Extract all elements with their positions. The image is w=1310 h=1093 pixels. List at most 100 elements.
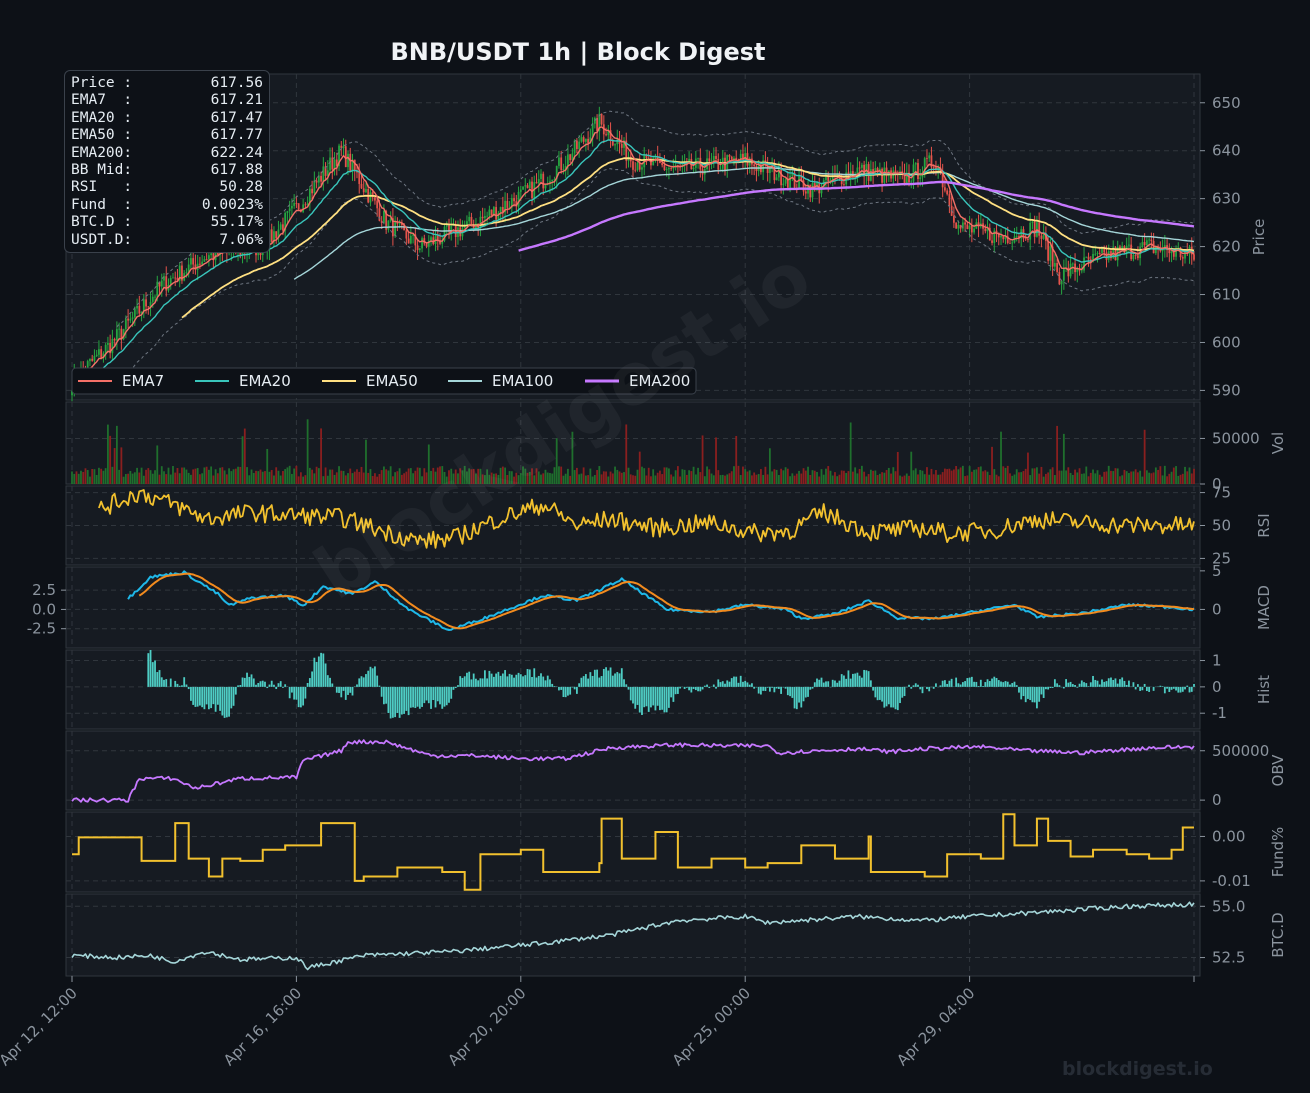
hist-bar — [620, 668, 623, 687]
y-tick-label: -0.01 — [1212, 872, 1251, 890]
volume-bar — [935, 470, 937, 484]
volume-bar — [252, 472, 255, 484]
volume-bar — [867, 474, 870, 484]
volume-bar — [457, 473, 459, 484]
hist-bar — [869, 680, 872, 687]
candle-body — [562, 169, 565, 171]
hist-bar — [865, 670, 868, 687]
volume-bar — [699, 472, 702, 484]
hist-bar — [342, 686, 345, 691]
candle-body — [816, 182, 818, 187]
hist-bar — [755, 686, 758, 688]
candle-body — [436, 235, 439, 241]
volume-bar — [326, 475, 329, 484]
hist-bar — [1121, 677, 1124, 687]
hist-bar — [329, 677, 331, 687]
hist-bar — [816, 678, 818, 687]
candle-body — [1145, 240, 1148, 246]
volume-bar — [237, 466, 239, 484]
volume-bar — [472, 468, 475, 484]
candle-body — [822, 180, 825, 189]
candle-body — [490, 209, 493, 216]
hist-bar — [187, 686, 190, 690]
volume-bar — [793, 475, 796, 484]
volume-bar — [784, 467, 787, 484]
hist-bar — [961, 682, 964, 687]
candle-body — [663, 165, 666, 170]
volume-bar — [571, 431, 574, 484]
volume-bar — [261, 471, 264, 484]
candle-body — [827, 174, 830, 182]
hist-bar — [1074, 685, 1076, 687]
candle-body — [912, 164, 915, 182]
volume-bar — [412, 473, 414, 484]
volume-bar — [77, 473, 80, 484]
hist-bar — [733, 676, 735, 687]
volume-bar — [510, 471, 513, 484]
hist-bar — [1011, 683, 1014, 687]
hist-bar — [580, 677, 583, 687]
legend-box — [71, 367, 697, 395]
hist-bar — [827, 681, 830, 687]
candle-body — [544, 184, 547, 189]
candle-body — [486, 215, 489, 217]
volume-bar — [259, 469, 262, 484]
candle-body — [647, 157, 650, 159]
volume-bar — [1128, 473, 1130, 484]
volume-bar — [542, 473, 545, 484]
volume-bar — [286, 467, 289, 484]
volume-bar — [133, 472, 136, 484]
volume-bar — [1150, 473, 1153, 484]
hist-bar — [425, 686, 428, 701]
hist-bar — [975, 681, 978, 687]
volume-bar — [712, 475, 715, 484]
info-value: 622.24 — [210, 144, 263, 161]
candle-body — [91, 358, 94, 361]
candle-body — [1184, 252, 1186, 259]
candle-body — [1000, 235, 1002, 238]
volume-bar — [432, 467, 435, 484]
hist-bar — [766, 686, 769, 688]
volume-bar — [468, 468, 471, 484]
hist-bar — [818, 679, 821, 687]
volume-bar — [304, 475, 307, 484]
info-label: USDT.D: — [71, 231, 133, 248]
candle-body — [614, 144, 616, 146]
volume-bar — [661, 474, 664, 484]
volume-bar — [374, 473, 376, 484]
hist-bar — [396, 686, 399, 713]
hist-bar — [185, 684, 188, 687]
volume-bar — [508, 471, 511, 484]
volume-bar — [194, 468, 197, 484]
volume-bar — [1031, 468, 1034, 484]
hist-bar — [1175, 686, 1177, 691]
info-label: RSI : — [71, 179, 133, 196]
volume-bar — [892, 467, 895, 484]
candle-body — [1141, 242, 1144, 248]
volume-bar — [555, 438, 558, 484]
hist-bar — [753, 686, 756, 689]
hist-bar — [654, 686, 657, 711]
hist-bar — [636, 686, 639, 705]
hist-bar — [1087, 686, 1090, 687]
y-tick-label: 50000 — [1212, 429, 1260, 447]
hist-bar — [414, 686, 417, 709]
candle-body — [558, 157, 560, 166]
volume-bar — [602, 471, 605, 484]
hist-bar — [470, 679, 473, 687]
volume-bar — [659, 470, 661, 484]
hist-bar — [1179, 686, 1182, 693]
candle-body — [427, 240, 430, 247]
volume-bar — [163, 471, 165, 484]
hist-bar — [542, 676, 545, 687]
candle-body — [995, 230, 998, 233]
volume-bar — [266, 448, 269, 484]
hist-bar — [147, 653, 150, 687]
volume-bar — [98, 467, 100, 484]
ylabel-macd: MACD — [1255, 585, 1273, 630]
volume-bar — [1096, 470, 1099, 484]
volume-bar — [1062, 433, 1065, 484]
hist-bar — [405, 686, 408, 711]
candle-body — [589, 137, 592, 144]
candle-body — [409, 235, 412, 244]
